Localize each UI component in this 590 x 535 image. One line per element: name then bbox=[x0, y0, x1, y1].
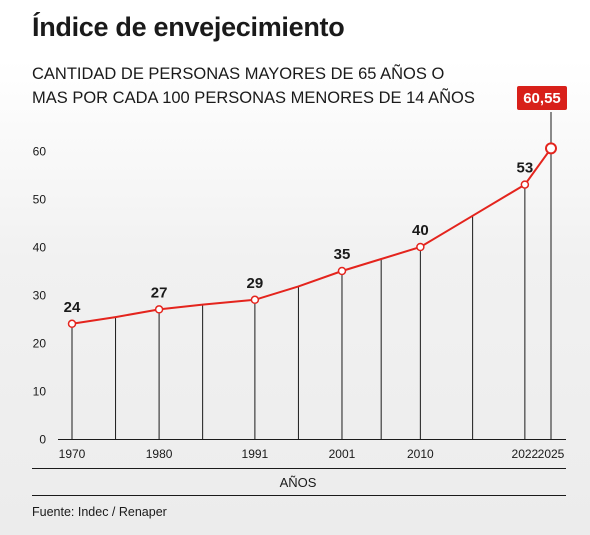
data-label: 40 bbox=[412, 222, 429, 239]
data-label: 29 bbox=[247, 275, 264, 292]
drop-lines bbox=[71, 112, 552, 439]
series-line bbox=[71, 147, 552, 325]
x-tick-label: 2010 bbox=[407, 447, 434, 461]
x-tick-label: 2001 bbox=[329, 447, 356, 461]
data-point-marker bbox=[337, 266, 347, 276]
x-tick-label: 1970 bbox=[59, 447, 86, 461]
data-point-marker bbox=[545, 142, 557, 155]
data-point-marker bbox=[416, 242, 425, 252]
x-axis-label: AÑOS bbox=[280, 475, 317, 490]
data-label-highlight: 60,55 bbox=[523, 90, 561, 107]
x-tick-label: 2022 bbox=[512, 447, 539, 461]
y-tick-label: 40 bbox=[33, 241, 47, 255]
y-tick-label: 0 bbox=[39, 433, 46, 447]
y-tick-label: 30 bbox=[33, 289, 47, 303]
data-point-marker bbox=[520, 180, 530, 189]
source-note: Fuente: Indec / Renaper bbox=[32, 505, 167, 519]
x-tick-label: 2025 bbox=[538, 447, 565, 461]
data-point-marker bbox=[250, 295, 260, 305]
data-label: 27 bbox=[151, 284, 168, 301]
data-label: 35 bbox=[334, 246, 351, 263]
y-tick-label: 20 bbox=[33, 337, 47, 351]
chart-subtitle: CANTIDAD DE PERSONAS MAYORES DE 65 AÑOS … bbox=[32, 65, 475, 107]
y-axis: 0 10 20 30 40 50 60 bbox=[33, 145, 47, 447]
highlight-badge bbox=[517, 86, 567, 110]
y-tick-label: 50 bbox=[33, 193, 47, 207]
data-label: 53 bbox=[517, 160, 534, 177]
y-tick-label: 10 bbox=[33, 385, 47, 399]
x-axis: 1970 1980 1991 2001 2010 2022 2025 bbox=[59, 447, 565, 461]
data-point-marker bbox=[67, 319, 77, 329]
data-label: 24 bbox=[64, 299, 81, 316]
x-tick-label: 1991 bbox=[242, 447, 269, 461]
data-point-marker bbox=[154, 305, 164, 314]
data-labels: 24 27 29 35 40 53 60,55 bbox=[64, 86, 567, 329]
x-tick-label: 1980 bbox=[146, 447, 173, 461]
y-tick-label: 60 bbox=[33, 145, 47, 159]
chart-title: Índice de envejecimiento bbox=[32, 12, 345, 42]
